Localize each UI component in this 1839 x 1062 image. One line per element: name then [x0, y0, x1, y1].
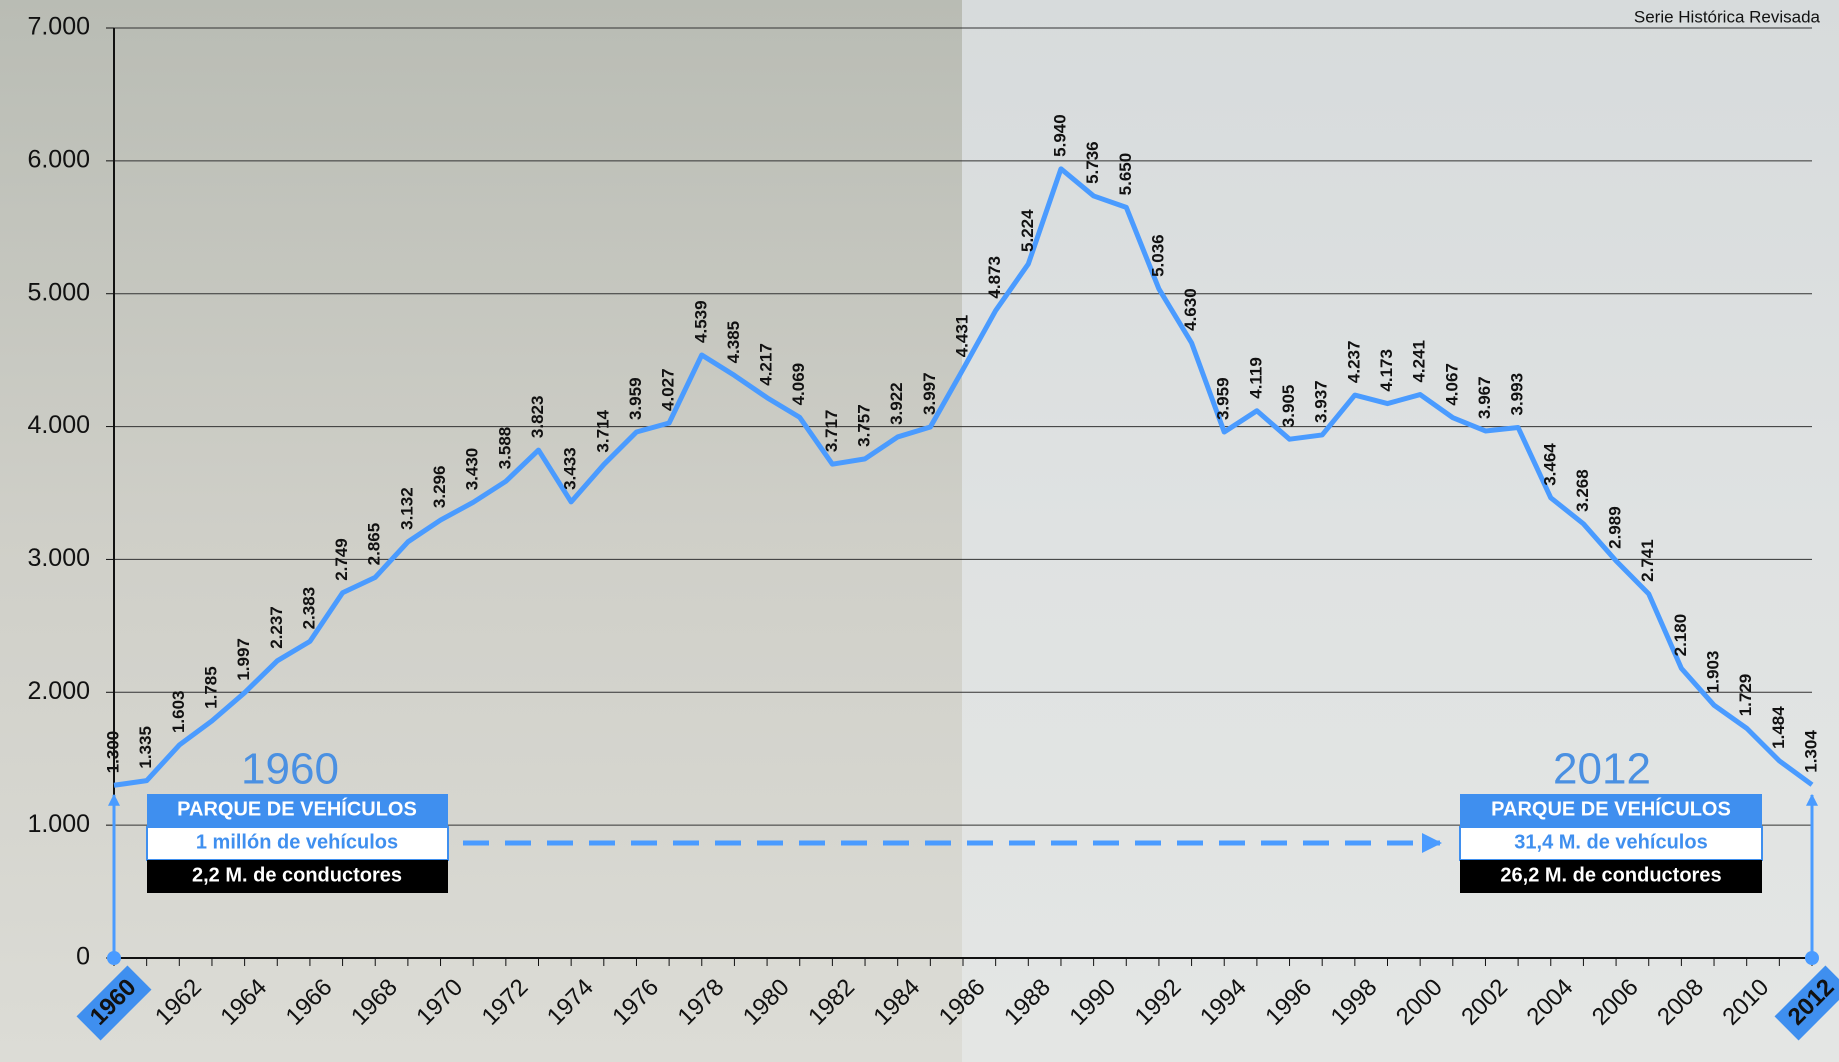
data-label: 5.224 [1018, 209, 1037, 252]
year-dot [1805, 951, 1819, 965]
data-label: 4.385 [724, 321, 743, 364]
data-label: 3.268 [1573, 469, 1592, 512]
year-annotation: 1960 [241, 745, 339, 794]
data-label: 4.241 [1410, 340, 1429, 383]
data-label: 3.959 [1214, 377, 1233, 420]
data-label: 3.823 [528, 396, 547, 439]
box-text: 31,4 M. de vehículos [1514, 831, 1707, 853]
data-label: 2.865 [365, 523, 384, 566]
data-label: 1.304 [1801, 730, 1820, 773]
data-label: 4.873 [985, 256, 1004, 299]
y-tick-label: 4.000 [27, 411, 90, 439]
data-label: 3.588 [495, 427, 514, 470]
data-label: 4.067 [1442, 363, 1461, 406]
data-label: 3.132 [397, 487, 416, 530]
data-label: 5.940 [1050, 114, 1069, 157]
data-label: 3.296 [430, 466, 449, 509]
data-label: 3.937 [1312, 380, 1331, 423]
box-text: 26,2 M. de conductores [1500, 864, 1721, 886]
data-label: 4.027 [659, 368, 678, 411]
data-label: 1.997 [234, 638, 253, 681]
data-label: 1.335 [136, 726, 155, 769]
data-label: 5.650 [1116, 153, 1135, 196]
data-label: 1.729 [1736, 674, 1755, 717]
chart: Serie Histórica Revisada 0 1.000 2.000 3.00… [0, 0, 1839, 1062]
data-label: 2.741 [1638, 539, 1657, 582]
data-label: 3.967 [1475, 376, 1494, 419]
data-label: 3.993 [1508, 373, 1527, 416]
data-label: 3.714 [593, 409, 612, 452]
data-label: 3.922 [887, 382, 906, 425]
y-tick-label: 1.000 [27, 810, 90, 838]
data-label: 4.431 [952, 315, 971, 358]
box-text: 2,2 M. de conductores [192, 864, 402, 886]
subtitle: Serie Histórica Revisada [1634, 7, 1821, 26]
data-label: 2.237 [267, 606, 286, 649]
box-heading-text: PARQUE DE VEHÍCULOS [1491, 797, 1731, 820]
data-label: 2.749 [332, 538, 351, 581]
data-label: 1.300 [103, 731, 122, 774]
data-label: 1.903 [1704, 651, 1723, 694]
y-tick-label: 7.000 [27, 13, 90, 41]
background-left [0, 0, 962, 1062]
data-label: 3.464 [1540, 443, 1559, 486]
data-label: 3.717 [822, 410, 841, 453]
data-label: 4.069 [789, 363, 808, 406]
data-label: 3.433 [561, 447, 580, 490]
data-label: 1.603 [169, 690, 188, 733]
y-tick-label: 0 [76, 943, 90, 971]
y-tick-label: 5.000 [27, 278, 90, 306]
data-label: 2.989 [1606, 506, 1625, 549]
data-label: 2.180 [1671, 614, 1690, 657]
data-label: 3.757 [855, 404, 874, 447]
year-dot [107, 951, 121, 965]
data-label: 5.736 [1083, 141, 1102, 184]
data-label: 5.036 [1148, 234, 1167, 277]
y-tick-label: 3.000 [27, 544, 90, 572]
data-label: 2.383 [299, 587, 318, 630]
box-text: 1 millón de vehículos [196, 831, 398, 853]
data-label: 4.217 [757, 343, 776, 386]
y-tick-label: 6.000 [27, 145, 90, 173]
data-label: 4.539 [691, 300, 710, 343]
data-label: 4.630 [1181, 288, 1200, 331]
data-label: 3.959 [626, 377, 645, 420]
y-tick-label: 2.000 [27, 677, 90, 705]
data-label: 1.484 [1769, 706, 1788, 749]
box-heading-text: PARQUE DE VEHÍCULOS [177, 797, 417, 820]
data-label: 3.997 [920, 372, 939, 415]
data-label: 3.430 [463, 448, 482, 491]
year-annotation: 2012 [1553, 745, 1651, 794]
data-label: 3.905 [1279, 385, 1298, 428]
data-label: 4.119 [1246, 357, 1265, 399]
data-label: 4.237 [1344, 341, 1363, 384]
data-label: 4.173 [1377, 349, 1396, 392]
data-label: 1.785 [201, 666, 220, 709]
